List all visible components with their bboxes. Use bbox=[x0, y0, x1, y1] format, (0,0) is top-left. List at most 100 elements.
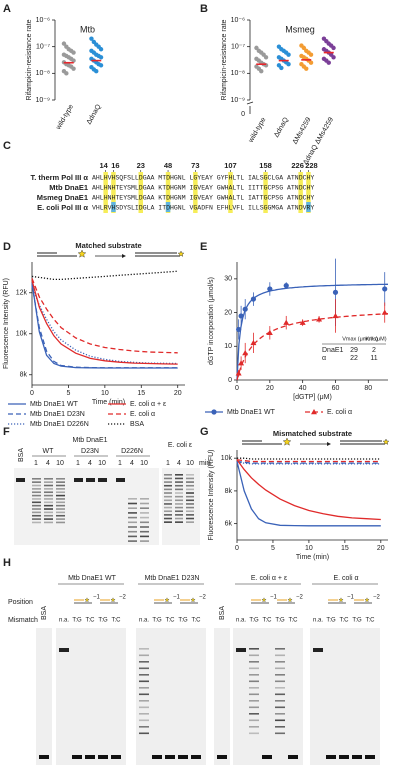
band bbox=[139, 648, 149, 650]
marker bbox=[381, 309, 388, 315]
band bbox=[139, 661, 149, 663]
band bbox=[164, 517, 172, 520]
band bbox=[111, 755, 121, 759]
lane-label: 1 bbox=[76, 460, 80, 467]
band bbox=[32, 521, 41, 524]
band bbox=[32, 508, 41, 510]
band bbox=[249, 667, 259, 670]
star bbox=[84, 597, 90, 603]
band bbox=[164, 521, 172, 523]
band bbox=[32, 484, 41, 487]
lane-label: T:G bbox=[249, 618, 259, 624]
band bbox=[72, 755, 82, 759]
position-value: −1 bbox=[270, 595, 278, 601]
band bbox=[56, 488, 65, 490]
data-point bbox=[64, 71, 69, 76]
lane-label: 4 bbox=[177, 460, 181, 467]
star bbox=[282, 437, 292, 446]
data-point bbox=[71, 50, 76, 55]
line-series bbox=[236, 460, 381, 464]
marker bbox=[211, 409, 217, 415]
lane-label: T:C bbox=[340, 618, 350, 624]
table-cell: 22 bbox=[350, 355, 358, 362]
y-tick-label: 20 bbox=[224, 309, 232, 316]
data-point bbox=[254, 45, 259, 51]
band bbox=[186, 517, 194, 520]
data-point bbox=[308, 60, 314, 65]
chart-title: Msmeg bbox=[285, 24, 315, 34]
band bbox=[116, 478, 125, 482]
band bbox=[56, 508, 65, 510]
band bbox=[32, 498, 41, 500]
band bbox=[164, 477, 172, 480]
band bbox=[86, 478, 95, 482]
band bbox=[139, 706, 149, 709]
band bbox=[139, 680, 149, 683]
lane-label: 10 bbox=[186, 460, 194, 467]
highlight bbox=[111, 172, 116, 213]
data-point bbox=[89, 36, 94, 41]
data-point bbox=[326, 60, 331, 65]
band bbox=[249, 687, 259, 689]
position-label: 228 bbox=[305, 161, 318, 170]
marker bbox=[242, 350, 249, 356]
y-tick-label: 8k bbox=[225, 488, 233, 495]
line-series bbox=[31, 280, 178, 365]
position-value: −1 bbox=[347, 595, 355, 601]
band bbox=[139, 700, 149, 702]
band bbox=[44, 514, 53, 517]
panel-label: F bbox=[3, 426, 10, 438]
axis-break bbox=[246, 101, 254, 105]
star bbox=[164, 597, 170, 603]
band bbox=[98, 478, 107, 482]
x-tick-label: ΔMs4259 bbox=[292, 116, 313, 145]
data-point bbox=[286, 62, 291, 67]
group-header: E. coli α bbox=[333, 575, 358, 582]
band bbox=[56, 518, 65, 520]
band bbox=[44, 491, 53, 494]
band bbox=[275, 700, 285, 702]
star bbox=[338, 597, 344, 603]
band bbox=[56, 504, 65, 507]
x-tick-label: 60 bbox=[332, 385, 340, 392]
lane-label: T:G bbox=[152, 618, 162, 624]
y-axis-label: Fluorescence Intensity (RFU) bbox=[3, 278, 10, 369]
legend-label: E. coli α bbox=[327, 409, 352, 416]
lane-label: T:G bbox=[72, 618, 82, 624]
band bbox=[164, 514, 172, 516]
lane-label: 4 bbox=[46, 460, 50, 467]
marker bbox=[266, 329, 273, 335]
legend-label: E. coli α + ε bbox=[130, 401, 166, 408]
group-header: E. coli α + ε bbox=[251, 575, 287, 582]
x-axis-label: [dGTP] (μM) bbox=[293, 394, 332, 401]
band bbox=[175, 495, 183, 498]
band bbox=[128, 512, 137, 514]
y-tick-label: 10⁻⁸ bbox=[231, 70, 245, 77]
band bbox=[32, 518, 41, 520]
row-header: Position bbox=[8, 599, 33, 606]
star bbox=[77, 249, 87, 258]
line-series bbox=[31, 284, 178, 369]
position-value: −2 bbox=[373, 595, 381, 601]
position-label: 158 bbox=[259, 161, 272, 170]
band bbox=[164, 499, 172, 502]
band bbox=[44, 498, 53, 500]
band bbox=[56, 494, 65, 497]
line-series bbox=[236, 459, 381, 521]
band bbox=[175, 492, 183, 494]
line-series bbox=[31, 282, 178, 369]
marker bbox=[236, 326, 242, 333]
band bbox=[164, 484, 172, 487]
band bbox=[275, 732, 285, 735]
sequence: AHLHNHTEYSMLDGAA KTDHGNM IGVEAY GWHALTL … bbox=[92, 185, 314, 192]
table-row-label: DnaE1 bbox=[322, 347, 344, 354]
band bbox=[56, 511, 65, 514]
x-axis-label: Time (min) bbox=[92, 399, 125, 406]
marker bbox=[242, 306, 248, 312]
table-row-label: α bbox=[322, 355, 326, 362]
x-tick-label: 0 bbox=[235, 385, 239, 392]
position-value: −2 bbox=[119, 595, 127, 601]
y-tick-label: 6k bbox=[225, 520, 233, 527]
